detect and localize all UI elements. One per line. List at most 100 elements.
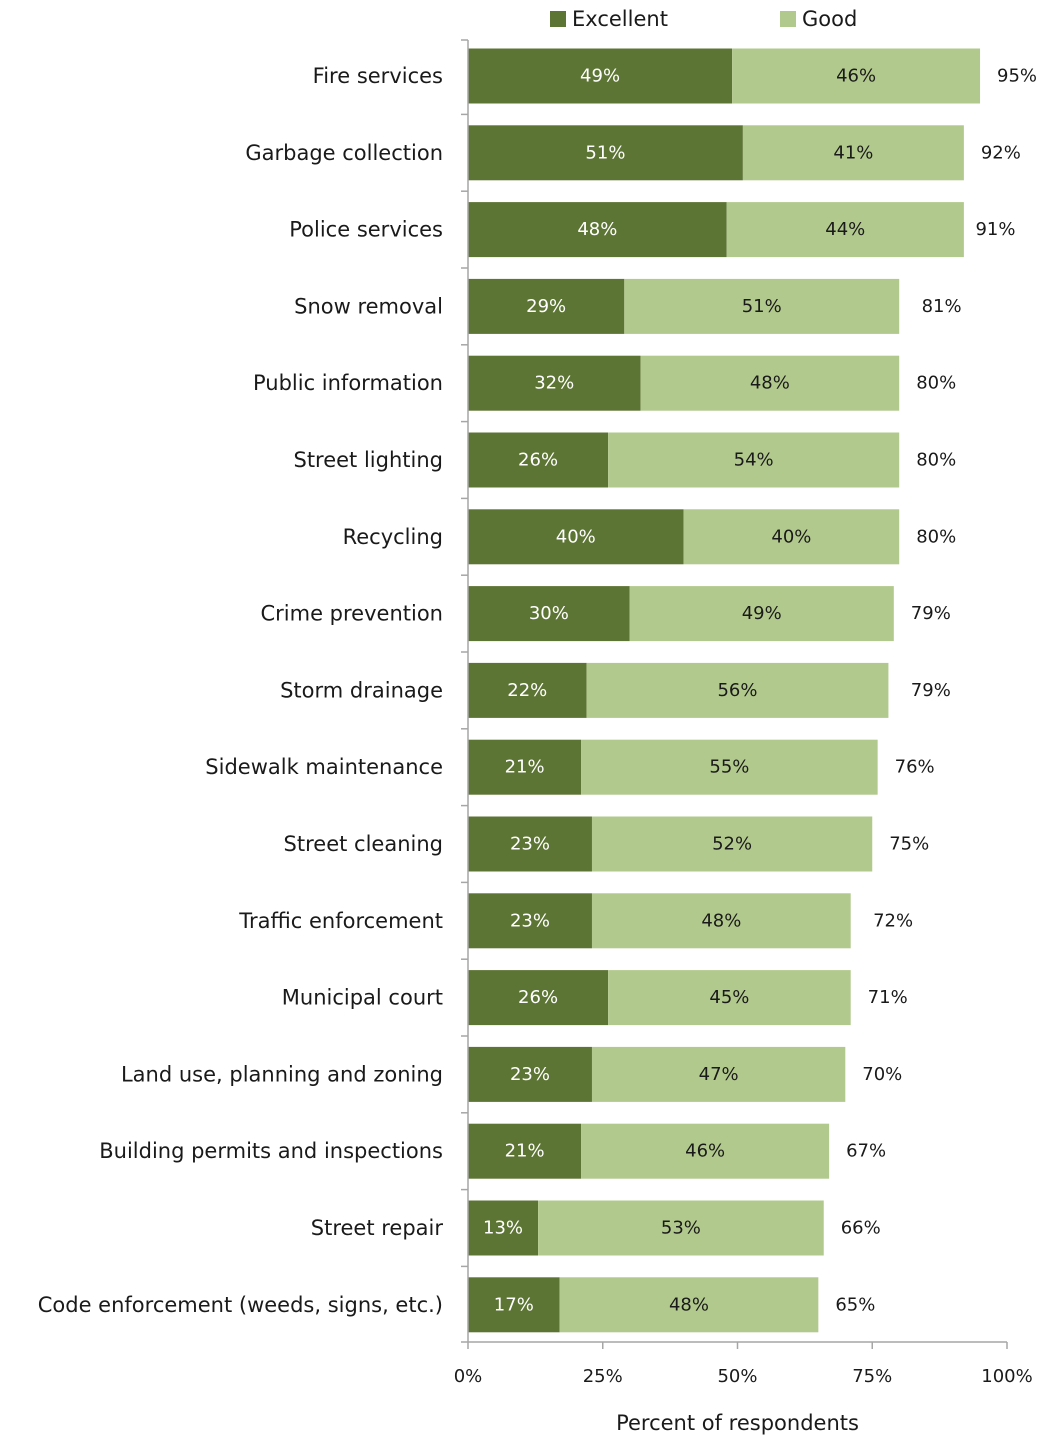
data-label: 46% [836, 66, 876, 87]
axes [461, 39, 1008, 1349]
bar-segment-good [683, 509, 900, 565]
total-label: 66% [841, 1218, 881, 1239]
data-label: 44% [825, 219, 865, 240]
total-label: 70% [862, 1064, 902, 1085]
total-label: 80% [916, 526, 956, 547]
total-label: 67% [846, 1141, 886, 1162]
data-label: 40% [556, 526, 596, 547]
data-label: 23% [510, 834, 550, 855]
bar-segment-good [742, 125, 964, 181]
x-tick-label: 50% [717, 1366, 757, 1387]
category-label: Sidewalk maintenance [205, 755, 443, 779]
x-tick-label: 75% [852, 1366, 892, 1387]
data-label: 52% [712, 834, 752, 855]
category-label: Snow removal [294, 294, 443, 318]
data-label: 48% [669, 1294, 709, 1315]
data-label: 29% [526, 296, 566, 317]
total-label: 95% [997, 66, 1037, 87]
category-label: Police services [289, 218, 443, 242]
bar-segment-excellent [468, 970, 609, 1026]
category-label: Land use, planning and zoning [121, 1062, 443, 1086]
bar-segment-excellent [468, 1200, 539, 1256]
bar-segment-excellent [468, 816, 592, 872]
data-label: 21% [505, 1141, 545, 1162]
bar-segment-good [591, 1046, 846, 1102]
category-label: Storm drainage [280, 678, 443, 702]
bar-segment-excellent [468, 278, 625, 334]
data-label: 23% [510, 910, 550, 931]
total-label: 80% [916, 373, 956, 394]
legend-swatch [550, 11, 566, 27]
bar-segment-good [581, 1123, 830, 1179]
category-label: Public information [253, 371, 443, 395]
total-label: 79% [911, 603, 951, 624]
x-tick-label: 0% [454, 1366, 483, 1387]
bar-segment-excellent [468, 125, 743, 181]
bar-segment-good [559, 1277, 819, 1333]
category-labels: Fire services Garbage collection Police se… [38, 64, 444, 1317]
data-label: 13% [483, 1218, 523, 1239]
total-label: 76% [895, 757, 935, 778]
data-label: 55% [709, 757, 749, 778]
data-label: 22% [507, 680, 547, 701]
total-label: 65% [835, 1294, 875, 1315]
x-tick-label: 25% [583, 1366, 623, 1387]
category-label: Municipal court [282, 986, 443, 1010]
category-label: Building permits and inspections [99, 1139, 443, 1163]
bar-segment-excellent [468, 432, 609, 488]
x-axis-title: Percent of respondents [616, 1411, 859, 1435]
bar-segment-good [538, 1200, 824, 1256]
data-label: 49% [580, 66, 620, 87]
bar-segment-good [624, 278, 900, 334]
category-label: Crime prevention [261, 602, 444, 626]
total-label: 92% [981, 142, 1021, 163]
data-label: 30% [529, 603, 569, 624]
bar-segment-good [591, 816, 873, 872]
data-label: 48% [577, 219, 617, 240]
total-label: 75% [889, 834, 929, 855]
data-label: 51% [585, 142, 625, 163]
data-label: 17% [494, 1294, 534, 1315]
bar-segment-good [726, 202, 964, 258]
data-label: 40% [771, 526, 811, 547]
data-label: 41% [833, 142, 873, 163]
x-tick-labels: 0% 25% 50% 75% 100% [454, 1366, 1033, 1387]
total-label: 79% [911, 680, 951, 701]
data-label: 54% [734, 450, 774, 471]
legend-swatch [780, 11, 796, 27]
data-label: 53% [661, 1218, 701, 1239]
data-label: 47% [699, 1064, 739, 1085]
legend: Excellent Good [550, 7, 857, 31]
category-label: Recycling [343, 525, 443, 549]
category-label: Code enforcement (weeds, signs, etc.) [38, 1293, 443, 1317]
category-label: Street cleaning [284, 832, 443, 856]
bar-segment-good [640, 355, 900, 411]
total-label: 72% [873, 910, 913, 931]
bars: 49% 46% 95% 51% 41% 92% 48% 44% 91% 29% 51% 81% 32% 4… [468, 48, 1037, 1333]
data-label: 56% [717, 680, 757, 701]
bar-segment-excellent [468, 739, 582, 795]
data-label: 26% [518, 987, 558, 1008]
total-label: 80% [916, 450, 956, 471]
x-tick-label: 100% [981, 1366, 1032, 1387]
bar-segment-good [581, 739, 878, 795]
bar-segment-excellent [468, 1046, 592, 1102]
data-label: 26% [518, 450, 558, 471]
bar-segment-good [591, 893, 851, 949]
category-label: Street repair [311, 1216, 444, 1240]
bar-segment-excellent [468, 586, 630, 642]
category-label: Traffic enforcement [238, 909, 443, 933]
legend-label: Excellent [572, 7, 668, 31]
total-label: 91% [975, 219, 1015, 240]
bar-segment-excellent [468, 509, 684, 565]
bar-segment-good [732, 48, 981, 104]
data-label: 46% [685, 1141, 725, 1162]
bar-segment-good [586, 662, 889, 718]
data-label: 21% [505, 757, 545, 778]
data-label: 48% [750, 373, 790, 394]
category-label: Street lighting [293, 448, 443, 472]
total-label: 71% [868, 987, 908, 1008]
bar-segment-good [608, 970, 851, 1026]
total-label: 81% [922, 296, 962, 317]
